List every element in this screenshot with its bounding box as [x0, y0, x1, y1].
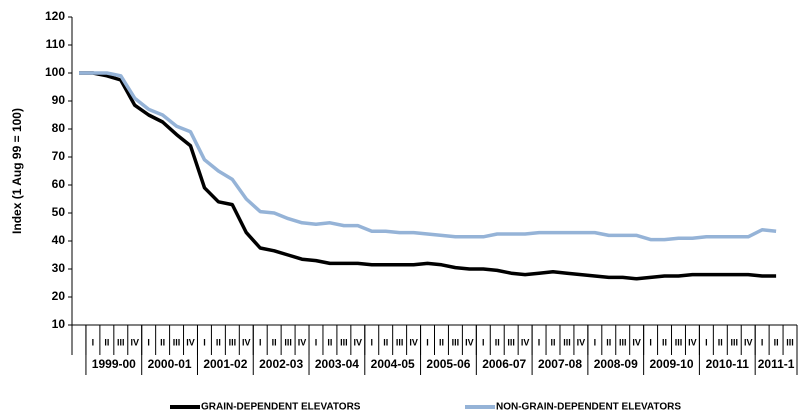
x-tick-label: I — [315, 337, 318, 347]
x-group-label: 1999-00 — [92, 357, 136, 371]
y-tick-label: 60 — [52, 177, 66, 191]
x-tick-label: III — [675, 337, 683, 347]
x-tick-label: IV — [409, 337, 418, 347]
x-tick-label: IV — [242, 337, 251, 347]
x-tick-label: II — [774, 337, 779, 347]
y-tick-label: 90 — [52, 93, 66, 107]
x-tick-label: III — [117, 337, 125, 347]
x-tick-label: II — [216, 337, 221, 347]
x-tick-label: IV — [577, 337, 586, 347]
x-tick-label: II — [718, 337, 723, 347]
y-tick-label: 30 — [52, 261, 66, 275]
x-tick-label: I — [649, 337, 652, 347]
y-tick-label: 110 — [46, 37, 66, 51]
x-tick-label: II — [439, 337, 444, 347]
x-group-label: 2006-07 — [482, 357, 526, 371]
x-tick-label: IV — [465, 337, 474, 347]
x-tick-label: IV — [298, 337, 307, 347]
x-tick-label: II — [662, 337, 667, 347]
x-tick-label: I — [705, 337, 708, 347]
x-tick-label: IV — [186, 337, 195, 347]
x-tick-label: III — [173, 337, 181, 347]
series-line — [79, 71, 777, 281]
x-group-label: 2011-1 — [758, 357, 795, 371]
legend-label: GRAIN-DEPENDENT ELEVATORS — [201, 402, 361, 413]
x-group-label: 2005-06 — [426, 357, 470, 371]
y-tick-label: 50 — [52, 205, 66, 219]
legend-label: NON-GRAIN-DEPENDENT ELEVATORS — [496, 402, 681, 413]
x-tick-label: III — [340, 337, 348, 347]
x-tick-label: I — [761, 337, 764, 347]
y-tick-label: 70 — [52, 149, 66, 163]
x-tick-label: I — [594, 337, 597, 347]
x-tick-label: I — [538, 337, 541, 347]
y-axis-label: Index (1 Aug 99 = 100) — [10, 108, 24, 234]
x-tick-label: III — [229, 337, 237, 347]
y-tick-label: 120 — [45, 9, 65, 23]
x-tick-label: II — [272, 337, 277, 347]
x-group-label: 2000-01 — [148, 357, 192, 371]
x-tick-label: IV — [632, 337, 641, 347]
x-tick-label: IV — [688, 337, 697, 347]
x-tick-label: III — [452, 337, 460, 347]
x-tick-label: II — [160, 337, 165, 347]
x-group-label: 2001-02 — [203, 357, 247, 371]
x-tick-label: III — [563, 337, 571, 347]
y-tick-label: 40 — [52, 233, 66, 247]
x-group-label: 2003-04 — [315, 357, 359, 371]
y-tick-label: 20 — [52, 289, 66, 303]
x-tick-label: IV — [744, 337, 753, 347]
x-tick-label: I — [371, 337, 374, 347]
x-tick-label: III — [284, 337, 292, 347]
x-tick-label: II — [104, 337, 109, 347]
x-tick-label: II — [606, 337, 611, 347]
x-group-label: 2007-08 — [538, 357, 582, 371]
x-tick-label: I — [482, 337, 485, 347]
x-tick-label: III — [731, 337, 739, 347]
series-line — [79, 71, 777, 242]
y-tick-label: 80 — [52, 121, 66, 135]
x-group-label: 2004-05 — [371, 357, 415, 371]
x-tick-label: III — [786, 337, 794, 347]
x-tick-label: I — [259, 337, 262, 347]
x-tick-label: IV — [521, 337, 530, 347]
x-tick-label: I — [203, 337, 206, 347]
x-tick-label: IV — [130, 337, 139, 347]
x-tick-label: II — [383, 337, 388, 347]
x-tick-label: I — [426, 337, 429, 347]
x-tick-label: I — [147, 337, 150, 347]
x-tick-label: III — [619, 337, 627, 347]
x-tick-label: II — [551, 337, 556, 347]
x-tick-label: IV — [354, 337, 363, 347]
x-tick-label: I — [92, 337, 95, 347]
x-tick-label: II — [495, 337, 500, 347]
x-group-label: 2009-10 — [649, 357, 693, 371]
y-tick-label: 100 — [45, 65, 65, 79]
x-group-label: 2008-09 — [594, 357, 638, 371]
x-group-label: 2002-03 — [259, 357, 303, 371]
x-group-label: 2010-11 — [706, 357, 750, 371]
x-tick-label: II — [327, 337, 332, 347]
x-tick-label: III — [396, 337, 404, 347]
x-tick-label: III — [507, 337, 515, 347]
y-tick-label: 10 — [52, 317, 66, 331]
